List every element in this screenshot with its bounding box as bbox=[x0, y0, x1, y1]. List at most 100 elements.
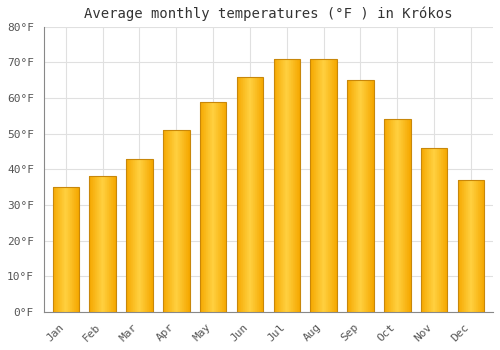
Bar bbox=[480, 180, 481, 312]
Bar bbox=[347, 80, 374, 312]
Bar bbox=[427, 148, 428, 312]
Bar bbox=[292, 59, 294, 312]
Bar bbox=[347, 80, 348, 312]
Bar bbox=[326, 59, 327, 312]
Bar bbox=[262, 77, 263, 312]
Bar bbox=[332, 59, 333, 312]
Bar bbox=[209, 102, 210, 312]
Bar bbox=[74, 187, 75, 312]
Bar bbox=[205, 102, 206, 312]
Bar bbox=[222, 102, 223, 312]
Bar bbox=[56, 187, 57, 312]
Bar bbox=[330, 59, 331, 312]
Bar bbox=[128, 159, 129, 312]
Bar bbox=[146, 159, 148, 312]
Bar bbox=[289, 59, 290, 312]
Bar bbox=[61, 187, 62, 312]
Bar bbox=[394, 119, 396, 312]
Bar bbox=[275, 59, 276, 312]
Bar bbox=[261, 77, 262, 312]
Bar bbox=[252, 77, 254, 312]
Bar bbox=[400, 119, 402, 312]
Bar bbox=[143, 159, 144, 312]
Bar bbox=[409, 119, 410, 312]
Bar bbox=[214, 102, 215, 312]
Bar bbox=[462, 180, 463, 312]
Bar bbox=[324, 59, 325, 312]
Bar bbox=[288, 59, 289, 312]
Bar bbox=[429, 148, 430, 312]
Bar bbox=[358, 80, 359, 312]
Bar bbox=[90, 176, 92, 312]
Bar bbox=[482, 180, 483, 312]
Bar bbox=[421, 148, 422, 312]
Bar bbox=[314, 59, 315, 312]
Bar bbox=[478, 180, 479, 312]
Bar bbox=[57, 187, 58, 312]
Bar bbox=[392, 119, 394, 312]
Bar bbox=[323, 59, 324, 312]
Bar bbox=[206, 102, 207, 312]
Bar bbox=[73, 187, 74, 312]
Bar bbox=[66, 187, 67, 312]
Bar bbox=[55, 187, 56, 312]
Bar bbox=[388, 119, 390, 312]
Bar bbox=[353, 80, 354, 312]
Bar bbox=[355, 80, 356, 312]
Bar bbox=[384, 119, 386, 312]
Bar bbox=[94, 176, 96, 312]
Bar bbox=[52, 187, 53, 312]
Bar bbox=[439, 148, 440, 312]
Bar bbox=[460, 180, 461, 312]
Bar bbox=[257, 77, 258, 312]
Bar bbox=[466, 180, 467, 312]
Bar bbox=[68, 187, 69, 312]
Bar bbox=[481, 180, 482, 312]
Bar bbox=[53, 187, 54, 312]
Bar bbox=[371, 80, 372, 312]
Bar bbox=[363, 80, 364, 312]
Bar bbox=[213, 102, 214, 312]
Bar bbox=[458, 180, 459, 312]
Bar bbox=[240, 77, 242, 312]
Bar bbox=[274, 59, 300, 312]
Bar bbox=[114, 176, 115, 312]
Bar bbox=[320, 59, 321, 312]
Bar bbox=[463, 180, 464, 312]
Bar bbox=[184, 130, 185, 312]
Bar bbox=[421, 148, 448, 312]
Bar bbox=[365, 80, 366, 312]
Bar bbox=[446, 148, 448, 312]
Bar bbox=[168, 130, 169, 312]
Bar bbox=[242, 77, 244, 312]
Bar bbox=[278, 59, 279, 312]
Bar bbox=[64, 187, 65, 312]
Bar bbox=[76, 187, 77, 312]
Bar bbox=[104, 176, 106, 312]
Bar bbox=[163, 130, 190, 312]
Bar bbox=[356, 80, 357, 312]
Bar bbox=[126, 159, 152, 312]
Bar bbox=[142, 159, 143, 312]
Bar bbox=[113, 176, 114, 312]
Bar bbox=[298, 59, 300, 312]
Bar bbox=[244, 77, 246, 312]
Bar bbox=[372, 80, 373, 312]
Bar bbox=[102, 176, 104, 312]
Bar bbox=[150, 159, 152, 312]
Bar bbox=[170, 130, 171, 312]
Bar bbox=[407, 119, 408, 312]
Bar bbox=[236, 77, 238, 312]
Bar bbox=[185, 130, 186, 312]
Bar bbox=[430, 148, 431, 312]
Title: Average monthly temperatures (°F ) in Krókos: Average monthly temperatures (°F ) in Kr… bbox=[84, 7, 452, 21]
Bar bbox=[130, 159, 131, 312]
Bar bbox=[426, 148, 427, 312]
Bar bbox=[402, 119, 404, 312]
Bar bbox=[65, 187, 66, 312]
Bar bbox=[98, 176, 100, 312]
Bar bbox=[351, 80, 352, 312]
Bar bbox=[370, 80, 371, 312]
Bar bbox=[58, 187, 59, 312]
Bar bbox=[176, 130, 177, 312]
